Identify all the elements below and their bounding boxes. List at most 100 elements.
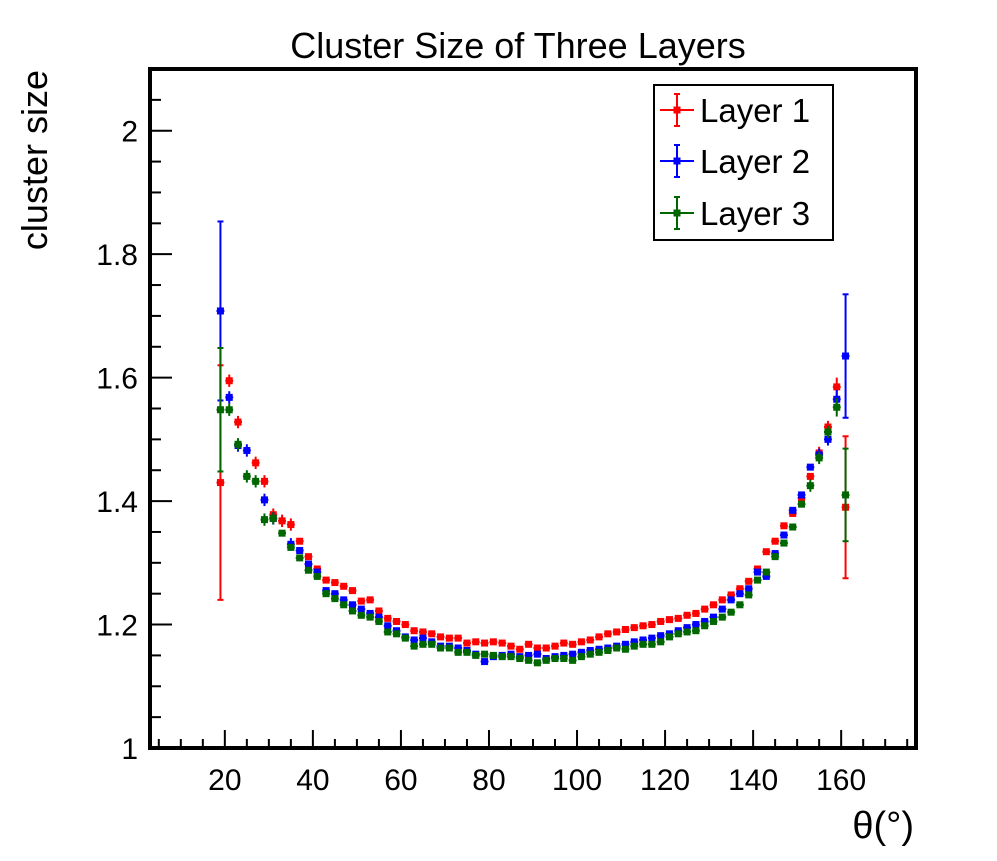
marker [428,630,436,638]
data-point [797,491,806,499]
marker [410,642,418,650]
data-point [771,553,780,561]
data-point [366,613,375,621]
marker [366,609,374,617]
marker [533,650,541,658]
data-point [418,634,427,642]
data-point [788,506,797,514]
marker [754,568,762,576]
marker [516,654,524,662]
y-tick-label: 1.2 [96,610,138,643]
x-tick-label: 160 [816,764,866,797]
data-point [718,613,727,621]
data-point [683,611,692,619]
data-point [392,630,401,638]
marker [727,608,735,616]
data-point [806,463,815,471]
data-point [621,625,630,633]
marker [463,639,471,647]
marker [754,576,762,584]
data-point [612,644,621,652]
data-point [841,293,850,419]
data-point [691,627,700,635]
marker [560,639,568,647]
data-point [507,642,515,650]
data-point [216,347,225,473]
data-point [524,640,533,648]
data-point [234,415,243,429]
marker [648,634,656,642]
data-point [278,529,287,537]
marker [701,605,709,613]
data-point [304,566,313,574]
marker [349,601,357,609]
marker [260,496,268,504]
marker [560,654,568,662]
marker [745,591,753,599]
data-series [216,220,850,667]
marker [648,621,656,629]
data-point [304,553,313,561]
x-tick-label: 120 [640,764,690,797]
marker [304,553,312,561]
marker [331,595,339,603]
data-point [234,438,243,451]
marker [613,644,621,652]
data-point [225,391,234,404]
marker [674,614,682,622]
marker [727,596,735,604]
data-point [330,595,339,603]
marker [745,577,753,585]
data-point [383,628,392,636]
data-point [242,444,251,457]
data-point [718,596,727,604]
data-point [260,513,269,526]
data-point [815,451,824,465]
marker [842,352,850,360]
marker [481,650,489,658]
data-point [454,648,463,656]
data-point [647,640,656,648]
data-point [542,644,551,652]
marker [780,522,788,530]
marker [789,506,797,514]
marker [569,656,577,664]
data-point [603,630,612,638]
data-point [374,617,383,625]
marker [419,634,427,642]
marker [296,546,304,554]
data-point [797,500,806,508]
legend-entry: Layer 3 [660,195,810,232]
marker [657,638,665,646]
marker [586,650,594,658]
legend-label: Layer 1 [700,92,810,129]
data-point [630,642,639,650]
x-tick-label: 100 [552,764,602,797]
marker [445,644,453,652]
data-point [401,621,410,629]
data-point [806,472,815,480]
marker [260,477,268,485]
data-point [410,636,419,644]
data-point [463,648,471,656]
marker [736,590,744,598]
marker [437,644,445,652]
data-point [559,639,568,647]
marker [340,582,348,590]
marker [498,639,506,647]
marker [428,640,436,648]
data-point [753,568,762,576]
marker [260,516,268,524]
marker [718,613,726,621]
data-point [639,622,648,630]
data-point [436,644,445,652]
data-point [374,607,383,615]
marker [357,611,365,619]
marker [577,638,585,646]
legend-entry: Layer 2 [660,143,810,180]
marker [454,644,462,652]
data-point [647,621,656,629]
marker [525,640,533,648]
marker [313,568,321,576]
marker [366,613,374,621]
